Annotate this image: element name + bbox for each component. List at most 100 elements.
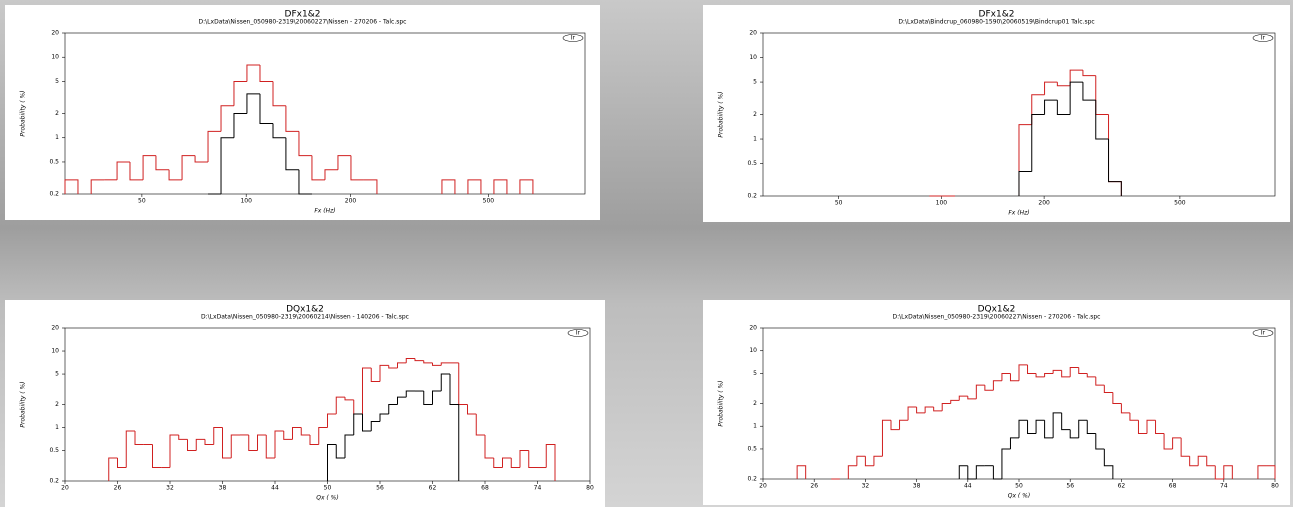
y-tick-label: 5 <box>55 78 59 85</box>
histogram-step <box>257 434 267 451</box>
y-tick-label: 0.5 <box>747 445 757 452</box>
histogram-step <box>248 434 258 452</box>
histogram-step <box>327 413 337 428</box>
histogram-step <box>90 179 105 194</box>
histogram-step <box>220 105 234 132</box>
histogram-step <box>1108 114 1122 196</box>
histogram-step <box>233 80 247 106</box>
histogram-step <box>467 404 477 415</box>
histogram-step <box>1035 373 1045 378</box>
x-tick-label: 20 <box>61 485 69 492</box>
histogram-step <box>168 169 183 181</box>
y-axis-label: Probability ( %) <box>718 91 725 137</box>
histogram-step <box>397 396 407 405</box>
histogram-step <box>1069 69 1083 86</box>
histogram-step <box>1095 376 1105 386</box>
x-axis-label: Fx (Hz) <box>314 208 335 215</box>
y-axis-label: Probability ( %) <box>20 381 27 427</box>
chart-subtitle: D:\LxData\Nissen_050980-2319\20060227\Ni… <box>199 19 407 26</box>
badge-icon <box>562 34 584 42</box>
histogram-step <box>1044 81 1058 95</box>
histogram-step <box>344 397 354 401</box>
histogram-step <box>213 427 223 445</box>
histogram-step <box>950 399 960 404</box>
histogram-step <box>458 362 468 405</box>
histogram-step <box>1001 372 1011 381</box>
x-tick-label: 44 <box>964 483 972 490</box>
histogram-step <box>363 179 378 194</box>
histogram-step <box>1027 364 1037 374</box>
histogram-step <box>440 362 450 366</box>
x-tick-label: 50 <box>138 198 146 205</box>
histogram-step <box>1031 94 1045 125</box>
histogram-step <box>1018 124 1032 196</box>
histogram-step <box>856 455 866 466</box>
histogram-step <box>388 365 398 369</box>
histogram-step <box>397 362 407 369</box>
y-axis-label: Probability ( %) <box>718 380 725 426</box>
histogram-step <box>353 399 363 415</box>
y-tick-label: 2 <box>753 111 757 118</box>
y-tick-label: 0.2 <box>747 193 757 200</box>
histogram-step <box>125 430 135 468</box>
x-tick-label: 100 <box>240 198 252 205</box>
x-tick-label: 80 <box>1271 483 1279 490</box>
x-tick-label: 500 <box>483 198 495 205</box>
histogram-step <box>246 93 260 114</box>
histogram-step <box>1044 420 1054 439</box>
x-axis-label: Fx (Hz) <box>1008 210 1029 217</box>
histogram-step <box>975 384 985 399</box>
histogram-step <box>984 385 994 391</box>
histogram-step <box>344 434 354 458</box>
histogram-step <box>233 113 247 138</box>
chart-title: DFx1&2 <box>979 10 1015 20</box>
histogram-step <box>246 64 260 82</box>
y-axis-label: Probability ( %) <box>20 90 27 136</box>
badge-icon <box>567 329 589 337</box>
histogram-step <box>1082 70 1096 77</box>
histogram-step <box>1086 420 1096 435</box>
histogram-step <box>432 362 442 366</box>
histogram-step <box>958 395 968 401</box>
histogram-step <box>311 155 325 181</box>
histogram-step <box>272 81 286 107</box>
histogram-step <box>272 123 286 139</box>
y-tick-label: 0.2 <box>49 478 59 485</box>
histogram-step <box>1031 114 1045 172</box>
histogram-step <box>292 427 302 440</box>
histogram-step <box>169 434 179 468</box>
histogram-step <box>194 155 209 163</box>
histogram-step <box>370 368 380 382</box>
histogram-step <box>796 465 807 479</box>
histogram-step <box>274 430 284 458</box>
chart-subtitle: D:\LxData\Nissen_050980-2319\20060227\Ni… <box>893 314 1101 321</box>
x-tick-label: 32 <box>862 483 870 490</box>
histogram-step <box>1018 419 1028 438</box>
histogram-step <box>64 179 79 194</box>
histogram-step <box>933 406 943 412</box>
histogram-step <box>907 406 917 421</box>
y-tick-label: 5 <box>55 371 59 378</box>
histogram-step <box>1197 455 1207 466</box>
histogram-step <box>265 434 275 459</box>
x-tick-label: 26 <box>810 483 818 490</box>
histogram-step <box>350 155 364 181</box>
x-axis-label: Qx ( %) <box>316 495 338 502</box>
histogram-step <box>967 465 977 480</box>
y-tick-label: 10 <box>749 54 757 61</box>
histogram-step <box>1112 392 1122 404</box>
histogram-step <box>1095 433 1105 450</box>
histogram-step <box>1052 369 1062 374</box>
histogram-step <box>379 364 389 382</box>
histogram-step <box>484 434 494 459</box>
histogram-step <box>1069 429 1079 439</box>
histogram-step <box>353 413 363 435</box>
histogram-step <box>220 137 234 194</box>
histogram-step <box>318 427 328 445</box>
histogram-step <box>432 390 442 405</box>
histogram-step <box>108 457 118 481</box>
y-tick-label: 10 <box>51 54 59 61</box>
histogram-step <box>1120 403 1130 414</box>
histogram-step <box>1082 82 1096 101</box>
